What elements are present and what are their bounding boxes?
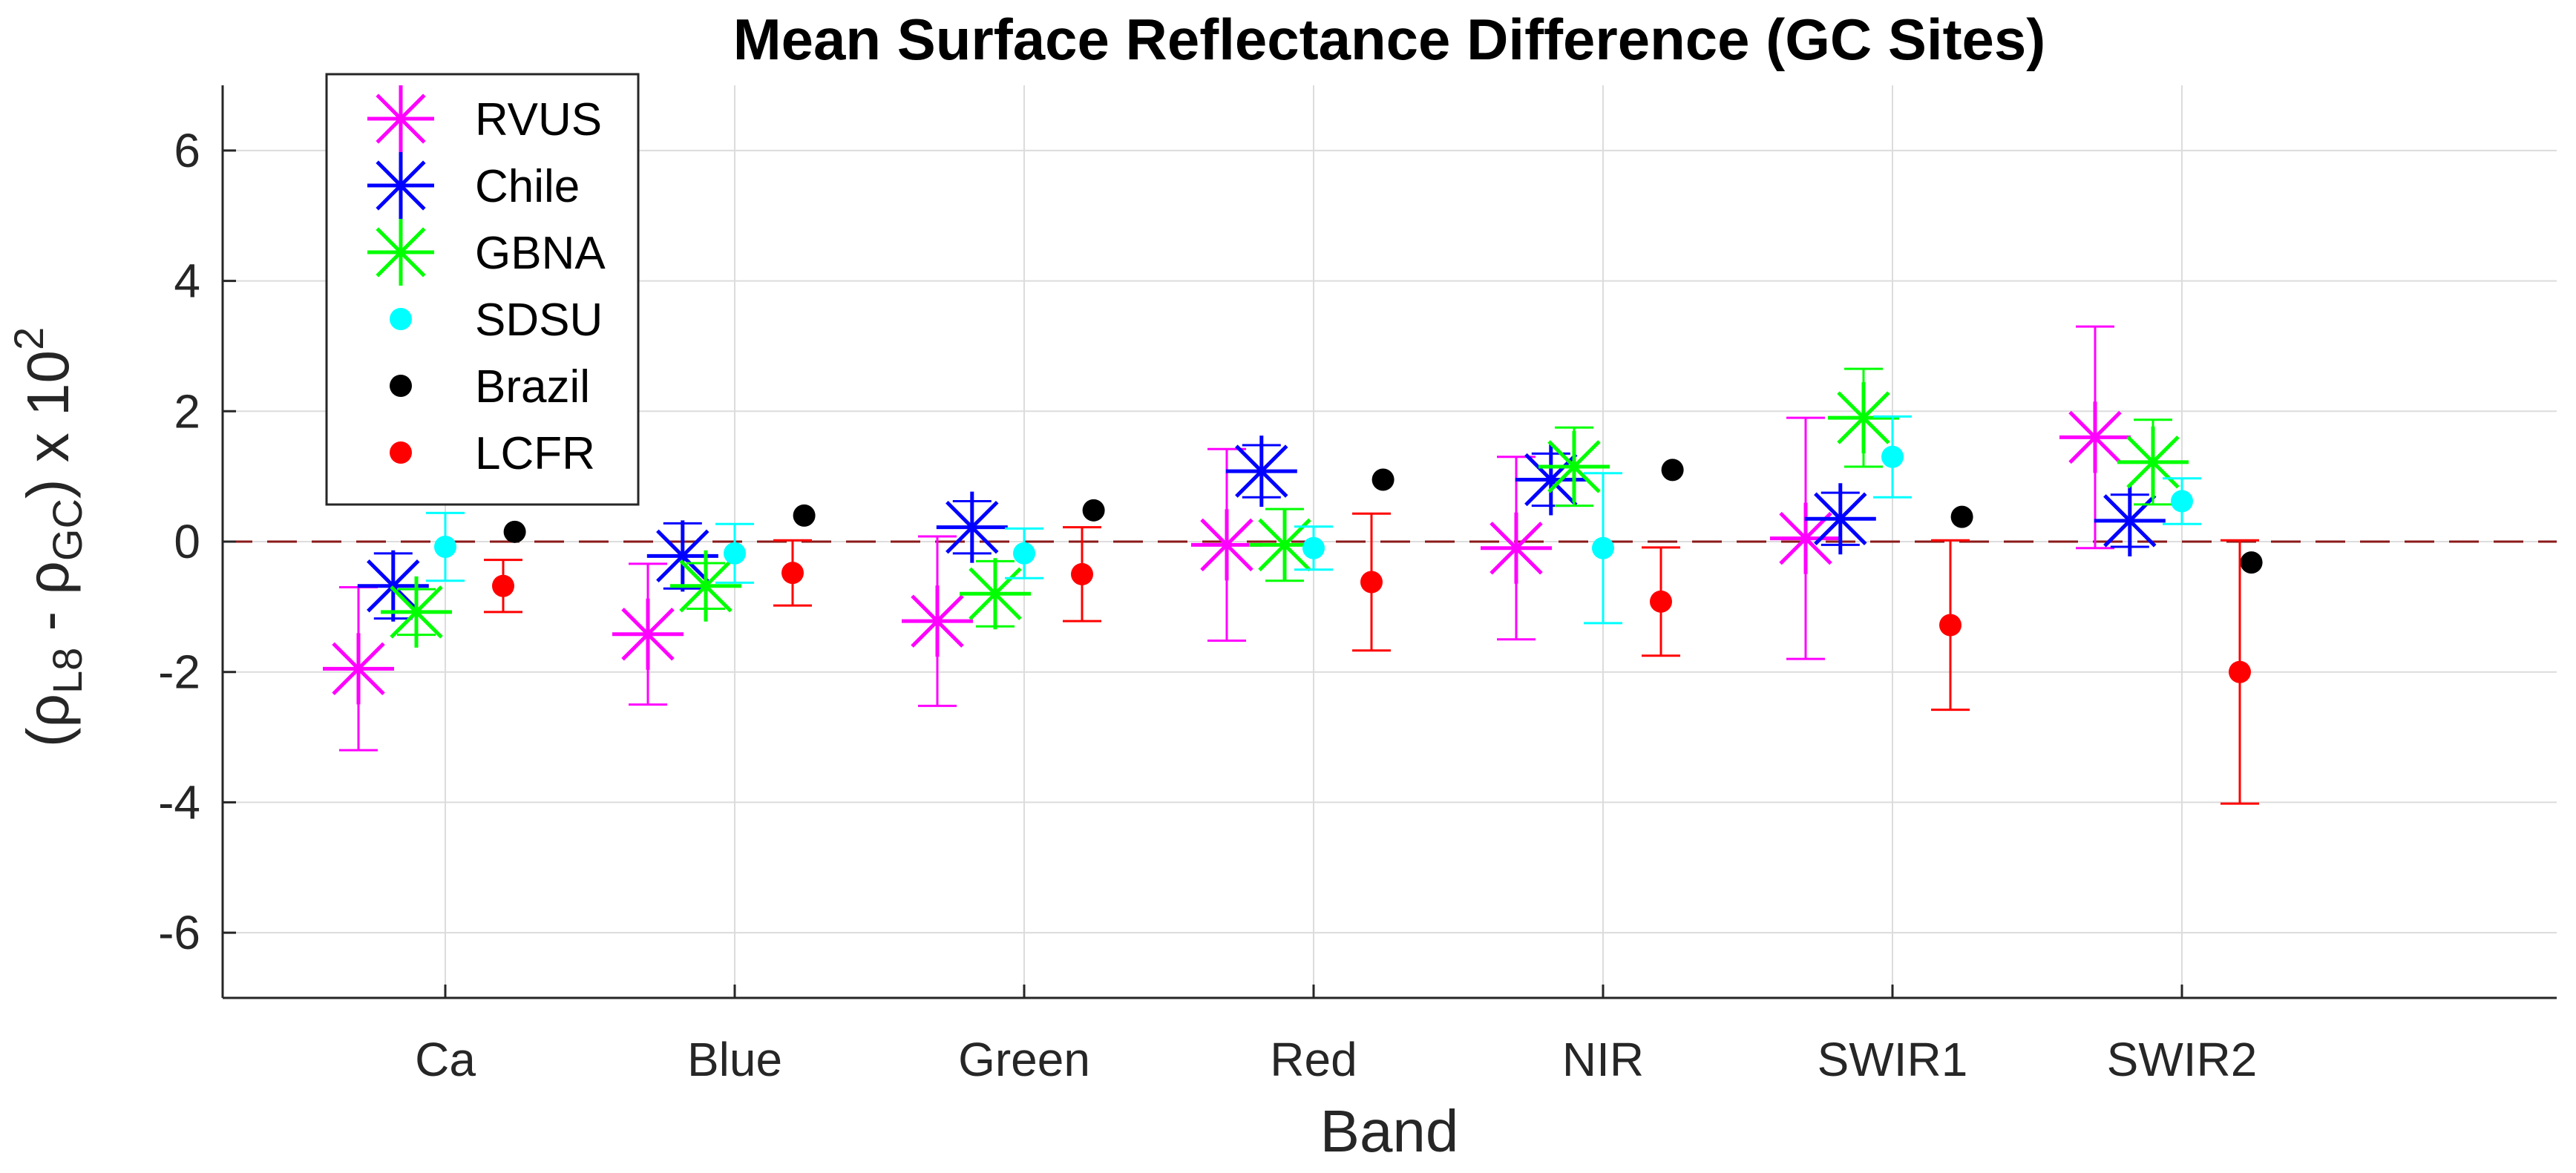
y-label-open: (ρ	[15, 694, 81, 747]
x-tick-label-red: Red	[1270, 1033, 1357, 1086]
point-rvus-swir2	[2059, 401, 2131, 473]
legend-label-rvus: RVUS	[475, 94, 602, 145]
x-axis-label: Band	[1320, 1098, 1459, 1164]
legend-box	[325, 73, 640, 506]
point-chile-swir1	[1804, 483, 1876, 555]
series-rvus	[323, 325, 2131, 752]
point-sdsu-nir	[1592, 536, 1614, 559]
chart-title: Mean Surface Reflectance Difference (GC …	[733, 7, 2046, 72]
point-chile-green	[936, 491, 1008, 563]
y-tick-label: 2	[174, 384, 200, 438]
x-tick-label-nir: NIR	[1562, 1033, 1644, 1086]
y-label-close: ) x 10	[15, 350, 81, 499]
y-axis-label: (ρL8 - ρGC) x 102	[5, 327, 91, 747]
point-sdsu-red	[1302, 536, 1325, 559]
y-tick-label: 0	[174, 515, 200, 568]
point-lcfr-blue	[781, 562, 804, 585]
legend-label-sdsu: SDSU	[475, 295, 603, 346]
point-rvus-swir1	[1770, 502, 1841, 574]
legend: RVUS Chile GBNA SDSU Brazil LCFR	[325, 73, 640, 506]
point-brazil-red	[1371, 468, 1394, 491]
point-sdsu-swir2	[2171, 490, 2193, 513]
axes: -6 -4 -2 0 2 4 6 Ca Blue Green Red NIR SWIR1 SWIR2	[158, 85, 2557, 1086]
point-sdsu-green	[1013, 542, 1035, 565]
point-rvus-blue	[612, 598, 684, 670]
point-lcfr-green	[1071, 562, 1093, 585]
point-rvus-green	[902, 585, 973, 657]
point-gbna-swir2	[2117, 426, 2189, 498]
point-lcfr-swir2	[2229, 660, 2251, 683]
series-gbna	[381, 367, 2189, 648]
point-lcfr-ca	[492, 574, 514, 597]
point-rvus-ca	[323, 633, 394, 705]
y-label-sub-gc: GC	[44, 499, 91, 561]
point-sdsu-blue	[724, 542, 746, 565]
point-lcfr-nir	[1650, 590, 1672, 613]
point-gbna-swir1	[1828, 382, 1899, 454]
y-label-mid: - ρ	[15, 561, 81, 648]
point-brazil-nir	[1661, 459, 1684, 482]
point-gbna-nir	[1538, 430, 1610, 502]
x-tick-label-blue: Blue	[687, 1033, 782, 1086]
y-tick-label: 4	[174, 254, 200, 308]
point-gbna-green	[960, 558, 1031, 630]
legend-marker-chile	[367, 152, 434, 219]
y-tick-label: -4	[158, 775, 200, 829]
x-tick-label-swir2: SWIR2	[2107, 1033, 2258, 1086]
point-sdsu-swir1	[1881, 445, 1904, 468]
series-brazil	[503, 459, 2263, 574]
series-lcfr	[484, 512, 2259, 805]
point-brazil-green	[1082, 499, 1105, 522]
legend-marker-sdsu	[390, 308, 412, 330]
x-tick-label-green: Green	[958, 1033, 1090, 1086]
x-tick-label-swir1: SWIR1	[1818, 1033, 1968, 1086]
point-sdsu-ca	[434, 536, 456, 559]
legend-label-brazil: Brazil	[475, 361, 590, 413]
legend-marker-lcfr	[390, 441, 412, 464]
point-gbna-blue	[670, 550, 741, 622]
series-sdsu	[426, 415, 2201, 625]
legend-marker-rvus	[367, 85, 434, 152]
point-lcfr-red	[1360, 571, 1383, 594]
point-brazil-blue	[793, 504, 816, 527]
legend-marker-brazil	[390, 375, 412, 397]
point-lcfr-swir1	[1939, 614, 1962, 637]
point-rvus-nir	[1481, 512, 1552, 584]
legend-label-lcfr: LCFR	[475, 428, 595, 479]
data-layer	[323, 325, 2263, 805]
point-brazil-ca	[503, 520, 526, 543]
legend-label-gbna: GBNA	[475, 228, 606, 279]
point-gbna-ca	[381, 576, 452, 648]
y-label-sub-l8: L8	[44, 648, 91, 694]
y-label-sup: 2	[5, 327, 52, 350]
y-tick-label: -6	[158, 906, 200, 959]
y-tick-label: -2	[158, 645, 200, 699]
x-tick-label-ca: Ca	[415, 1033, 476, 1086]
y-tick-label: 6	[174, 124, 200, 177]
legend-label-chile: Chile	[475, 161, 580, 212]
point-brazil-swir1	[1950, 505, 1973, 528]
point-chile-red	[1225, 436, 1297, 507]
point-brazil-swir2	[2240, 551, 2263, 574]
legend-marker-gbna	[367, 219, 434, 286]
